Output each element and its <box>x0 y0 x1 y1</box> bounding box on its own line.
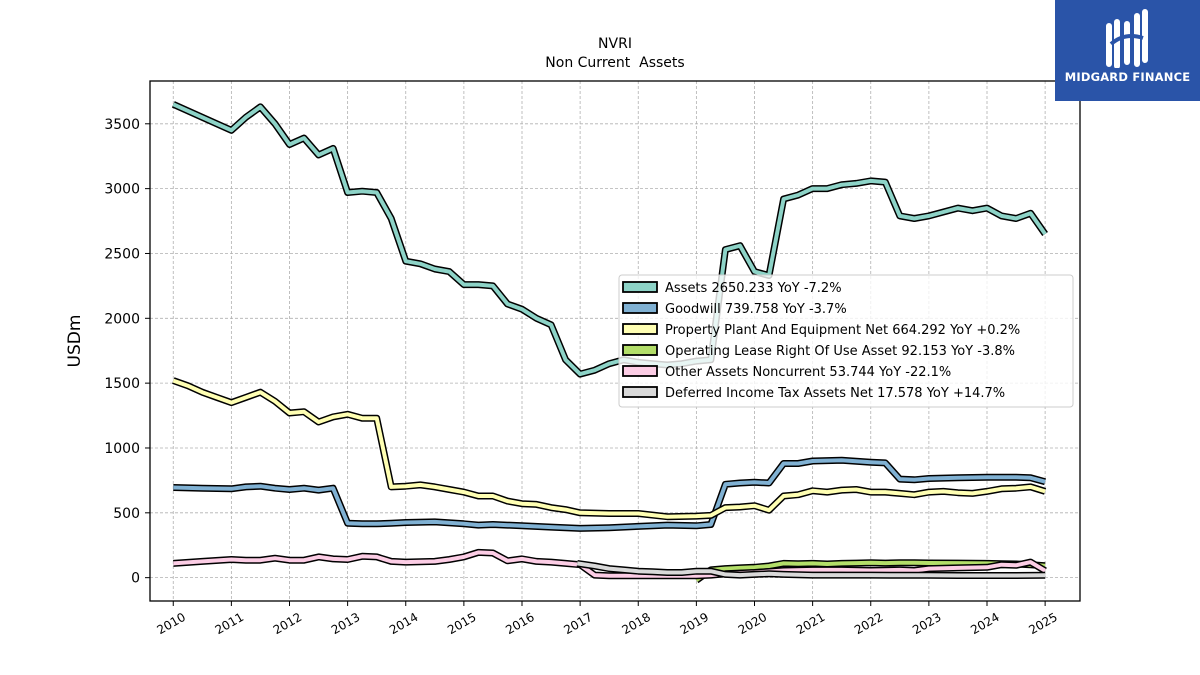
legend-swatch <box>622 344 658 356</box>
series-line <box>173 550 1047 578</box>
series-other-assets-noncurrent <box>173 548 1047 580</box>
legend-label: Property Plant And Equipment Net 664.292… <box>665 323 1020 338</box>
y-axis-label: USDm <box>65 315 85 368</box>
x-tick-label: 2013 <box>329 610 362 637</box>
y-tick-label: 500 <box>113 506 140 522</box>
x-tick-label: 2016 <box>503 610 536 637</box>
x-ticks: 2010 2011 2012 2013 2014 2015 2016 2017 2018 2019… <box>155 601 1060 637</box>
series-line <box>173 458 1046 531</box>
series-property-plant-and-equipment-net <box>172 377 1047 521</box>
chart-title: NVRI <box>598 36 632 52</box>
series-lines <box>171 101 1048 584</box>
legend-box <box>618 274 1074 408</box>
y-tick-label: 2500 <box>104 246 140 262</box>
y-tick-label: 0 <box>131 571 140 587</box>
series-line <box>172 378 1046 519</box>
x-tick-label: 2015 <box>445 610 478 637</box>
y-tick-label: 2000 <box>104 311 140 327</box>
chart-subtitle: Non Current Assets <box>545 55 684 71</box>
plot-frame <box>149 80 1081 602</box>
legend-swatch <box>622 281 658 293</box>
series-deferred-income-tax-assets-net <box>576 559 1046 579</box>
midgard-finance-logo: MIDGARD FINANCE <box>1055 0 1200 101</box>
x-tick-label: 2018 <box>620 610 653 637</box>
x-tick-label: 2011 <box>213 610 246 637</box>
series-line <box>172 102 1047 377</box>
y-tick-label: 1000 <box>104 441 140 457</box>
x-tick-label: 2017 <box>561 610 594 637</box>
legend-label: Deferred Income Tax Assets Net 17.578 Yo… <box>665 386 1005 401</box>
legend: Assets 2650.233 YoY -7.2% Goodwill 739.75… <box>618 274 1074 408</box>
x-tick-label: 2014 <box>387 610 420 637</box>
x-tick-label: 2023 <box>910 610 943 637</box>
y-tick-label: 1500 <box>104 376 140 392</box>
logo-mark-icon <box>1106 9 1148 68</box>
legend-label: Assets 2650.233 YoY -7.2% <box>665 281 842 296</box>
y-tick-label: 3500 <box>104 117 140 133</box>
x-tick-label: 2021 <box>794 610 827 637</box>
legend-swatch <box>622 386 658 398</box>
x-tick-label: 2022 <box>852 610 885 637</box>
legend-swatch <box>622 302 658 314</box>
y-tick-label: 3000 <box>104 182 140 198</box>
series-goodwill <box>173 456 1047 532</box>
legend-swatch <box>622 365 658 377</box>
x-tick-label: 2019 <box>678 610 711 637</box>
legend-label: Goodwill 739.758 YoY -3.7% <box>665 302 847 317</box>
legend-label: Other Assets Noncurrent 53.744 YoY -22.1… <box>665 365 951 380</box>
x-tick-label: 2010 <box>155 610 188 637</box>
x-tick-label: 2020 <box>736 610 769 637</box>
x-tick-label: 2012 <box>271 610 304 637</box>
x-tick-label: 2025 <box>1026 610 1059 637</box>
y-ticks: 0 500 1000 1500 2000 2500 3000 3500 <box>104 117 150 587</box>
legend-label: Operating Lease Right Of Use Asset 92.15… <box>665 344 1015 359</box>
logo-text: MIDGARD FINANCE <box>1064 70 1191 84</box>
series-line <box>576 561 1046 578</box>
series-assets <box>171 101 1048 378</box>
x-tick-label: 2024 <box>968 610 1001 637</box>
legend-swatch <box>622 323 658 335</box>
